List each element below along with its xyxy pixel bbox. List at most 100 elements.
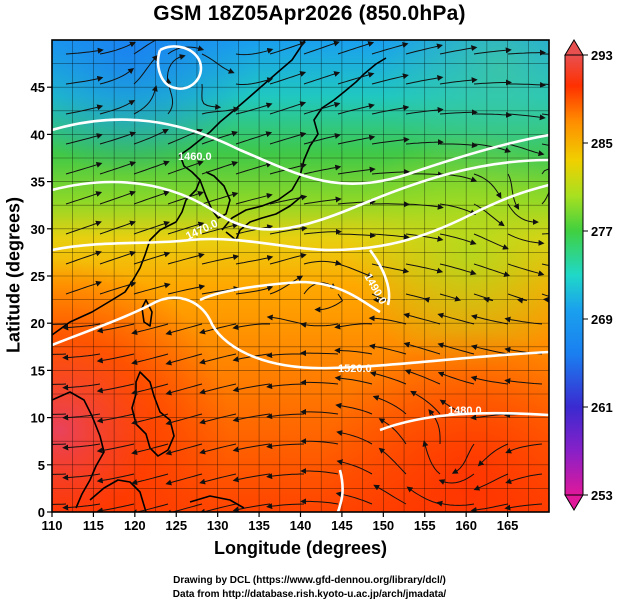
streamline <box>473 293 494 303</box>
streamline <box>99 220 136 235</box>
streamline <box>451 443 475 474</box>
x-tick-label: 125 <box>165 518 187 533</box>
streamline <box>369 343 407 355</box>
coastline-japan-south <box>225 195 303 241</box>
y-tick-label: 45 <box>31 80 45 95</box>
streamline <box>99 67 135 85</box>
streamline <box>235 255 274 265</box>
streamline <box>232 443 271 453</box>
streamline <box>199 503 237 512</box>
streamline <box>133 190 170 205</box>
streamline <box>436 500 475 507</box>
streamline <box>541 143 549 146</box>
streamline <box>201 83 222 110</box>
colorbar-label: 253 <box>591 488 613 503</box>
streamline <box>201 222 239 235</box>
streamline <box>269 71 307 85</box>
streamline <box>336 430 373 445</box>
streamline <box>99 281 137 295</box>
streamline <box>439 45 478 55</box>
streamline <box>96 503 135 512</box>
streamline <box>473 263 511 277</box>
streamline <box>474 111 512 118</box>
streamline <box>371 233 410 240</box>
colorbar-body <box>564 54 584 496</box>
streamline <box>96 473 135 484</box>
streamline <box>372 395 407 415</box>
streamline <box>199 443 237 455</box>
y-axis-label: Latitude (degrees) <box>3 196 24 354</box>
streamline <box>541 83 549 86</box>
contour-line <box>368 249 391 306</box>
y-tick-label: 0 <box>38 505 45 520</box>
streamline <box>439 293 462 302</box>
streamline <box>405 233 444 242</box>
x-axis: 110 115 120 125 130 135 140 145 150 155 160 165 <box>42 512 518 533</box>
streamline <box>470 314 509 325</box>
streamline <box>131 323 169 336</box>
streamline <box>201 53 235 74</box>
streamline <box>504 503 543 511</box>
streamline <box>165 323 203 336</box>
streamline <box>269 131 307 145</box>
streamline <box>232 323 271 331</box>
streamline <box>65 47 104 55</box>
streamline <box>266 443 305 450</box>
streamline <box>439 263 477 276</box>
streamline <box>131 413 169 426</box>
streamline <box>300 379 339 386</box>
streamline <box>470 503 509 512</box>
streamline <box>437 342 475 355</box>
y-tick-label: 25 <box>31 269 45 284</box>
streamline <box>439 109 478 116</box>
streamline <box>167 190 205 205</box>
streamline <box>52 413 67 415</box>
streamline <box>378 447 407 475</box>
contour-line <box>52 183 549 252</box>
streamline <box>266 314 305 325</box>
streamline <box>507 143 545 157</box>
streamline <box>201 130 239 145</box>
streamline <box>165 443 203 456</box>
coastline-japan <box>221 57 387 231</box>
streamline <box>403 341 441 355</box>
streamline <box>235 77 274 85</box>
streamline <box>99 250 137 265</box>
streamline <box>405 139 444 146</box>
streamline <box>235 47 274 56</box>
streamline <box>235 102 273 115</box>
streamline <box>405 203 444 210</box>
streamline <box>303 196 342 205</box>
streamline <box>470 344 509 355</box>
streamline <box>406 486 441 505</box>
streamline <box>266 473 304 480</box>
streamline <box>508 81 546 88</box>
streamline <box>65 250 102 265</box>
colorbar-top-arrow <box>564 39 584 56</box>
streamline <box>405 293 431 303</box>
streamline <box>378 418 407 445</box>
streamline <box>507 173 520 210</box>
streamline <box>133 160 170 175</box>
y-tick-label: 5 <box>38 458 45 473</box>
contour-line <box>52 296 549 370</box>
streamline <box>300 408 339 415</box>
colorbar-label: 293 <box>591 48 613 63</box>
y-tick-label: 10 <box>31 411 45 426</box>
streamline <box>505 473 543 484</box>
streamline <box>337 72 375 85</box>
streamline <box>131 383 169 396</box>
streamline <box>303 259 342 266</box>
y-tick-label: 40 <box>31 127 45 142</box>
colorbar-label: 269 <box>591 312 613 327</box>
streamline <box>133 251 171 265</box>
streamline <box>266 383 305 390</box>
streamline <box>300 468 339 475</box>
streamline <box>96 413 135 424</box>
streamline <box>232 383 271 393</box>
streamline <box>337 263 374 278</box>
coastline-korea <box>199 171 231 219</box>
streamline <box>507 49 546 56</box>
streamline <box>473 173 502 199</box>
